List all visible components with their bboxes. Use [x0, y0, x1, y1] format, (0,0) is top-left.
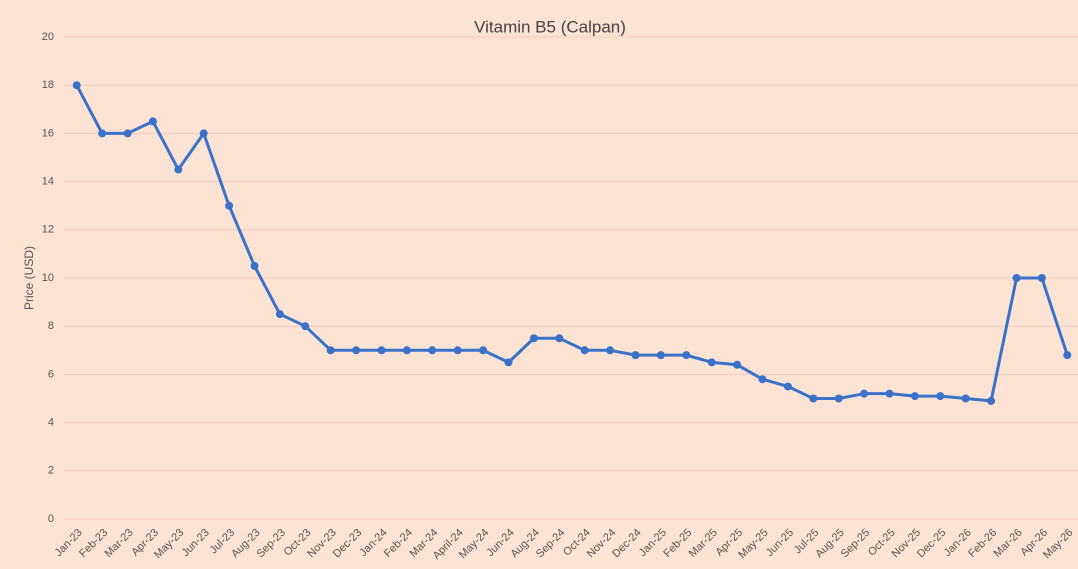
- y-axis-label: Price (USD): [22, 246, 36, 310]
- point: [860, 389, 869, 398]
- point: [682, 351, 691, 360]
- point: [72, 81, 81, 90]
- point: [1012, 274, 1021, 282]
- chart-title: Vitamin B5 (Calpan): [474, 17, 626, 36]
- point: [809, 394, 818, 403]
- point: [707, 358, 716, 367]
- point: [885, 389, 894, 398]
- point: [1037, 274, 1046, 282]
- point: [910, 392, 919, 401]
- y-tick-label: 12: [42, 224, 54, 236]
- y-tick-label: 8: [48, 320, 54, 332]
- y-tick-label: 4: [48, 417, 54, 429]
- point: [352, 346, 361, 355]
- point: [453, 346, 462, 355]
- y-tick-label: 20: [42, 31, 54, 43]
- point: [250, 261, 259, 270]
- point: [783, 382, 792, 391]
- point: [987, 396, 996, 405]
- point: [148, 117, 157, 126]
- point: [377, 346, 386, 355]
- point: [1063, 351, 1072, 360]
- point: [504, 358, 513, 367]
- point: [174, 165, 183, 174]
- point: [402, 346, 411, 355]
- point: [275, 310, 284, 319]
- point: [580, 346, 589, 355]
- y-tick-label: 10: [42, 272, 54, 284]
- point: [656, 351, 665, 360]
- point: [606, 346, 615, 355]
- point: [529, 334, 538, 343]
- point: [479, 346, 488, 355]
- y-tick-label: 2: [48, 465, 54, 477]
- point: [199, 129, 208, 138]
- point: [936, 392, 945, 401]
- y-tick-label: 16: [42, 127, 54, 139]
- point: [834, 394, 843, 403]
- point: [758, 375, 767, 384]
- y-tick-label: 0: [48, 513, 54, 525]
- point: [225, 201, 234, 210]
- point: [98, 129, 107, 138]
- point: [326, 346, 335, 355]
- point: [301, 322, 310, 331]
- point: [555, 334, 564, 343]
- point: [123, 129, 132, 138]
- point: [961, 394, 970, 403]
- y-tick-label: 6: [48, 368, 54, 380]
- line: [75, 84, 1069, 403]
- point: [631, 351, 640, 360]
- y-tick-label: 14: [42, 176, 54, 188]
- y-tick-label: 18: [42, 79, 54, 91]
- point: [428, 346, 437, 355]
- point: [733, 360, 742, 369]
